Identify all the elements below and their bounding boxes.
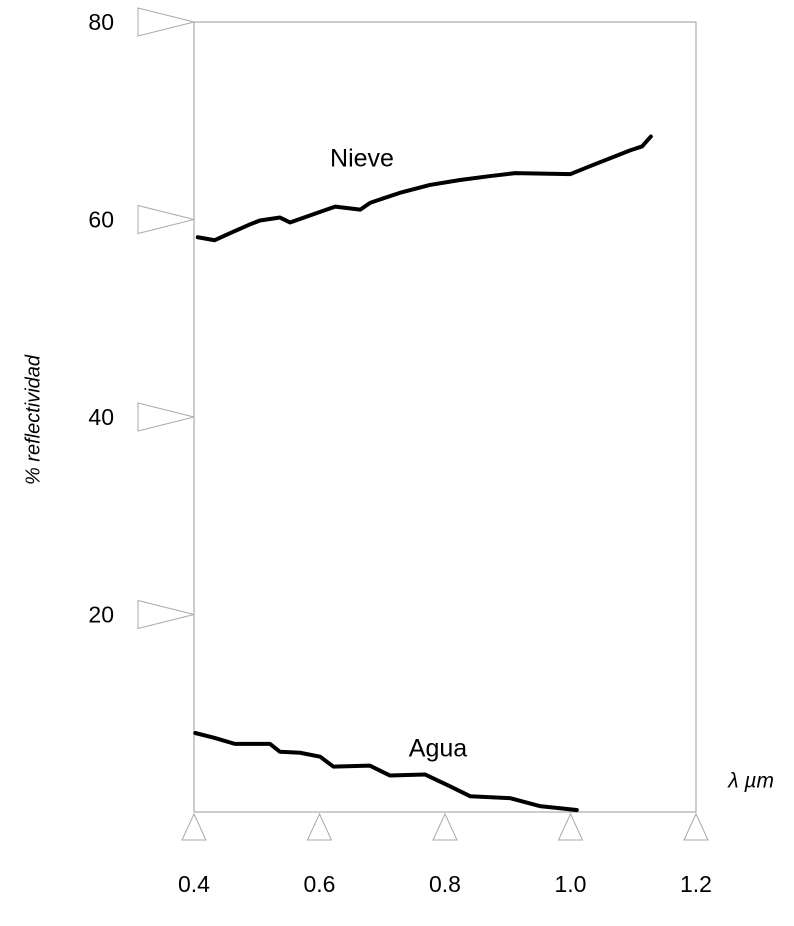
line <box>195 134 653 243</box>
x-tick-label: 0.4 <box>178 871 210 897</box>
x-tick-label: 1.2 <box>680 871 712 897</box>
annotation: Agua <box>409 735 467 763</box>
x-tick-mark <box>306 812 333 841</box>
y-tick-mark <box>137 402 195 432</box>
plot-frame <box>193 21 697 813</box>
y-tick-mark <box>137 204 195 235</box>
x-tick-label: 0.6 <box>304 871 336 897</box>
y-tick-mark <box>137 7 195 37</box>
y-tick-label: 80 <box>88 9 114 35</box>
x-tick-mark <box>683 812 709 841</box>
y-axis-label: % reflectividad <box>22 354 44 485</box>
annotation: Nieve <box>330 145 394 173</box>
y-tick-label: 60 <box>88 207 114 233</box>
x-tick-label: 1.0 <box>555 871 587 897</box>
x-tick-mark <box>181 812 207 841</box>
line <box>193 731 579 813</box>
x-tick-label: 0.8 <box>429 871 461 897</box>
x-tick-mark <box>557 812 584 841</box>
y-tick-label: 20 <box>88 602 114 628</box>
y-tick-mark <box>137 599 195 630</box>
x-axis-label: λ µm <box>727 770 774 793</box>
x-tick-mark <box>432 812 458 841</box>
y-tick-label: 40 <box>88 404 114 430</box>
